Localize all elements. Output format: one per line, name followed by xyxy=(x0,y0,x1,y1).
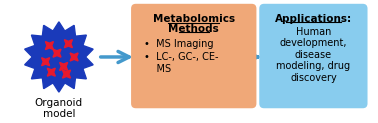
Text: Applications:: Applications: xyxy=(275,14,352,24)
Polygon shape xyxy=(60,62,68,70)
Polygon shape xyxy=(42,58,50,66)
Polygon shape xyxy=(62,70,71,78)
Text: Metabolomics: Metabolomics xyxy=(153,14,235,24)
Text: •  MS Imaging: • MS Imaging xyxy=(144,39,214,49)
Polygon shape xyxy=(47,68,55,76)
Polygon shape xyxy=(64,40,73,48)
Text: •  LC-, GC-, CE-
    MS: • LC-, GC-, CE- MS xyxy=(144,52,219,74)
Polygon shape xyxy=(70,53,78,61)
FancyBboxPatch shape xyxy=(259,4,367,108)
Polygon shape xyxy=(25,22,93,92)
Polygon shape xyxy=(53,49,61,57)
Text: Human
development,
disease
modeling, drug
discovery: Human development, disease modeling, dru… xyxy=(276,27,350,83)
Text: Methods: Methods xyxy=(168,24,219,34)
Polygon shape xyxy=(45,42,53,50)
FancyBboxPatch shape xyxy=(131,4,256,108)
Circle shape xyxy=(32,30,85,84)
Text: Organoid
model: Organoid model xyxy=(35,98,83,119)
